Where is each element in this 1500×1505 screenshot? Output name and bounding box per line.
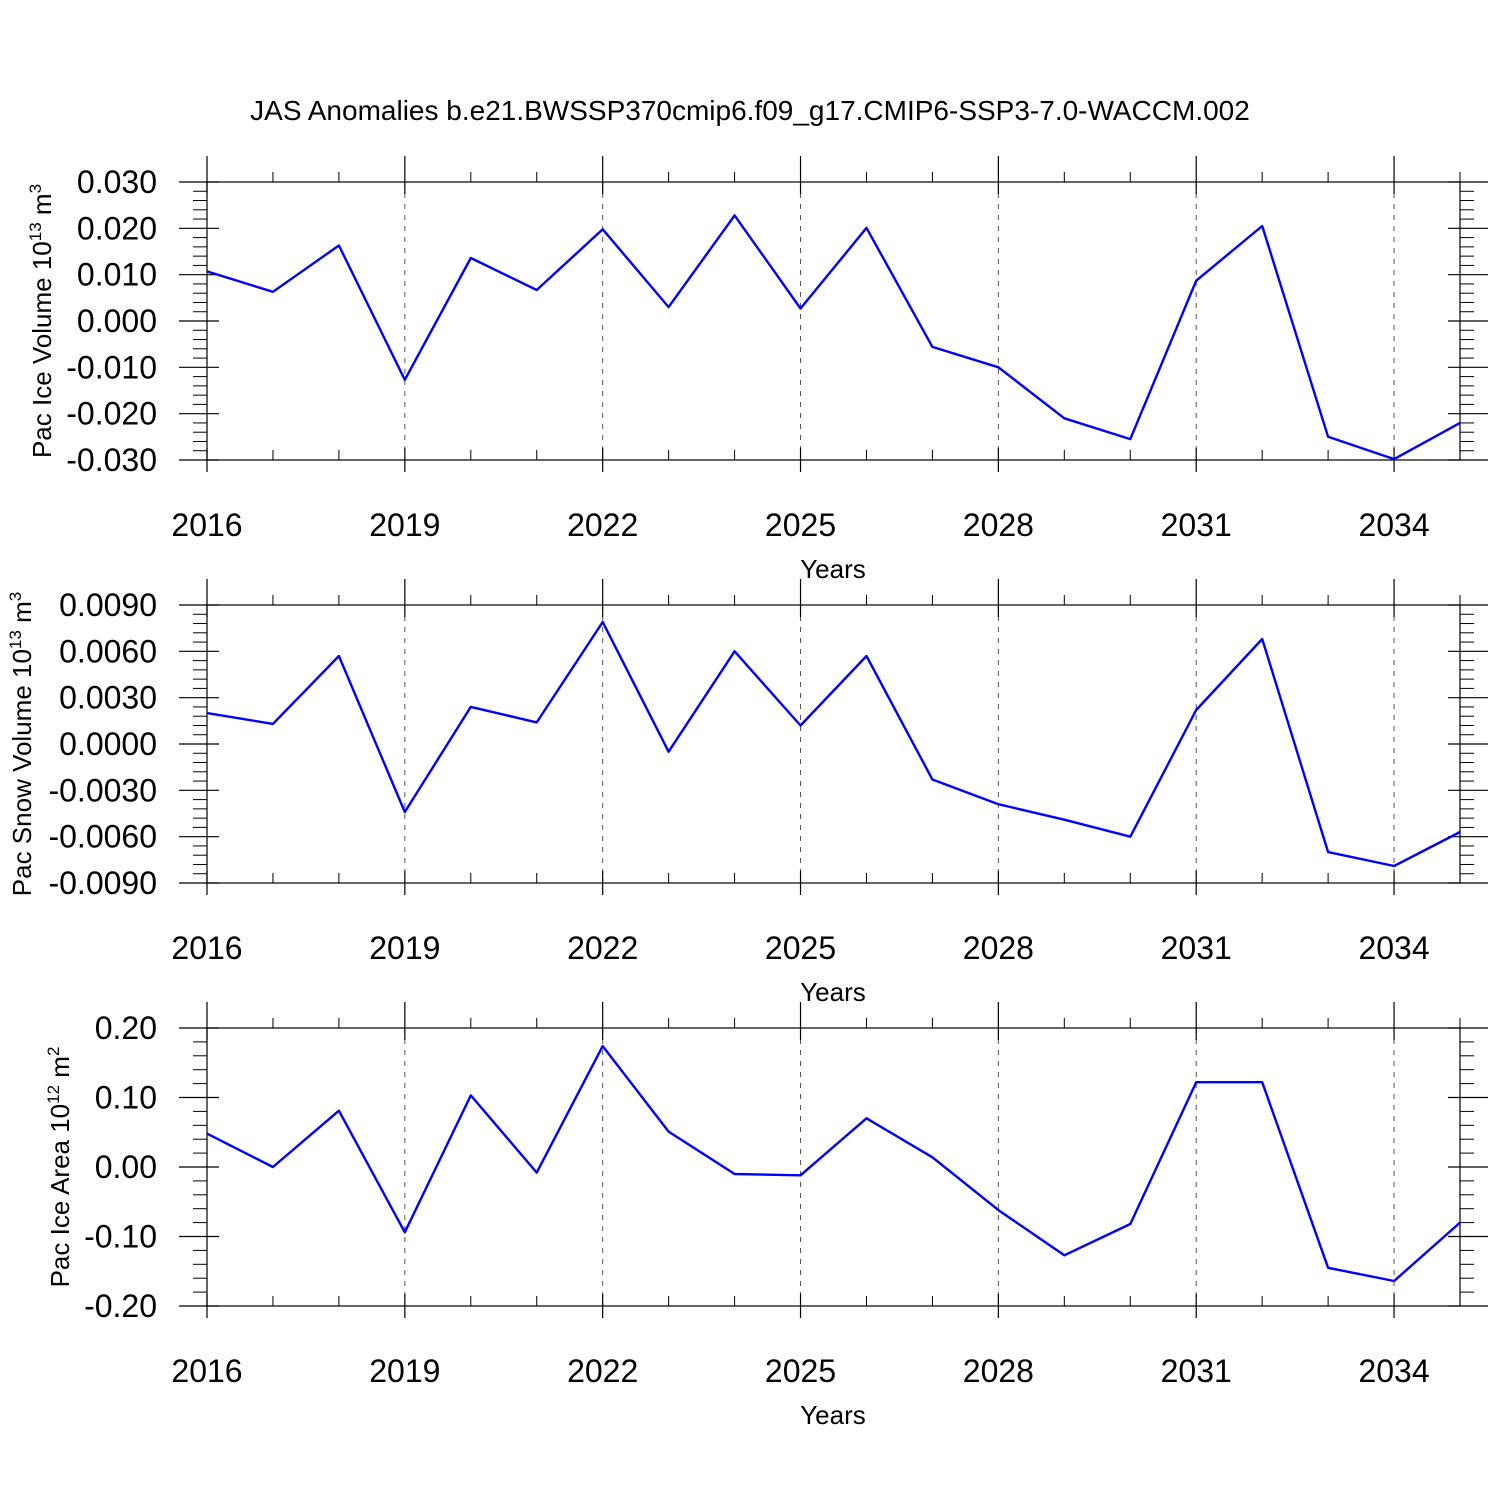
- series-line: [206, 620, 1461, 868]
- x-tick-label: 2031: [1161, 1353, 1232, 1389]
- y-tick-label: 0.10: [95, 1080, 157, 1116]
- figure-title: JAS Anomalies b.e21.BWSSP370cmip6.f09_g1…: [250, 95, 1250, 126]
- x-tick-label: 2016: [171, 507, 242, 543]
- x-tick-label: 2022: [567, 930, 638, 966]
- y-tick-label: -0.0060: [48, 819, 157, 855]
- x-axis-label: Years: [800, 977, 866, 1007]
- y-tick-label: 0.0030: [59, 680, 157, 716]
- y-tick-label: -0.010: [66, 349, 157, 385]
- x-tick-label: 2025: [765, 1353, 836, 1389]
- y-tick-label: 0.020: [77, 210, 157, 246]
- y-tick-label: 0.0090: [59, 587, 157, 623]
- x-axis-label: Years: [800, 554, 866, 584]
- y-axis-label: Pac Ice Volume 1013 m3: [26, 184, 57, 458]
- y-tick-label: -0.10: [84, 1219, 157, 1255]
- y-tick-label: 0.030: [77, 164, 157, 200]
- x-tick-label: 2022: [567, 1353, 638, 1389]
- x-tick-label: 2028: [963, 1353, 1034, 1389]
- plot-frame: [206, 181, 1461, 461]
- series-line: [206, 214, 1461, 461]
- x-tick-label: 2019: [369, 930, 440, 966]
- y-axis-label: Pac Ice Area 1012 m2: [44, 1047, 75, 1288]
- x-tick-label: 2028: [963, 507, 1034, 543]
- y-tick-label: 0.0060: [59, 633, 157, 669]
- x-tick-label: 2025: [765, 930, 836, 966]
- plot-frame: [206, 1027, 1461, 1307]
- y-axis-label: Pac Snow Volume 1013 m3: [6, 592, 37, 896]
- y-tick-label: 0.00: [95, 1149, 157, 1185]
- y-tick-label: 0.0000: [59, 726, 157, 762]
- x-tick-label: 2034: [1358, 507, 1429, 543]
- chart-panel-2: 2016 2019 2022 2025 2028 2031 2034 -0.0090 -0.00…: [6, 579, 1488, 1007]
- x-tick-label: 2019: [369, 1353, 440, 1389]
- x-tick-label: 2034: [1358, 930, 1429, 966]
- y-tick-label: 0.20: [95, 1010, 157, 1046]
- plot-frame: [206, 604, 1461, 884]
- y-tick-label: -0.030: [66, 442, 157, 478]
- series-line: [206, 1044, 1461, 1283]
- y-tick-label: -0.0090: [48, 865, 157, 901]
- x-tick-label: 2022: [567, 507, 638, 543]
- x-tick-label: 2034: [1358, 1353, 1429, 1389]
- y-tick-label: -0.20: [84, 1288, 157, 1324]
- chart-panel-3: 2016 2019 2022 2025 2028 2031 2034 -0.20 -0.10 0.…: [44, 1002, 1488, 1430]
- y-tick-label: -0.0030: [48, 772, 157, 808]
- y-tick-label: -0.020: [66, 396, 157, 432]
- x-tick-label: 2019: [369, 507, 440, 543]
- chart-panel-1: 2016 2019 2022 2025 2028 2031 2034 -0.030 -0.020…: [26, 156, 1488, 584]
- x-tick-label: 2025: [765, 507, 836, 543]
- x-axis-label: Years: [800, 1400, 866, 1430]
- x-tick-label: 2031: [1161, 507, 1232, 543]
- x-tick-label: 2016: [171, 930, 242, 966]
- x-tick-label: 2031: [1161, 930, 1232, 966]
- x-tick-label: 2028: [963, 930, 1034, 966]
- y-tick-label: 0.010: [77, 257, 157, 293]
- x-tick-label: 2016: [171, 1353, 242, 1389]
- y-tick-label: 0.000: [77, 303, 157, 339]
